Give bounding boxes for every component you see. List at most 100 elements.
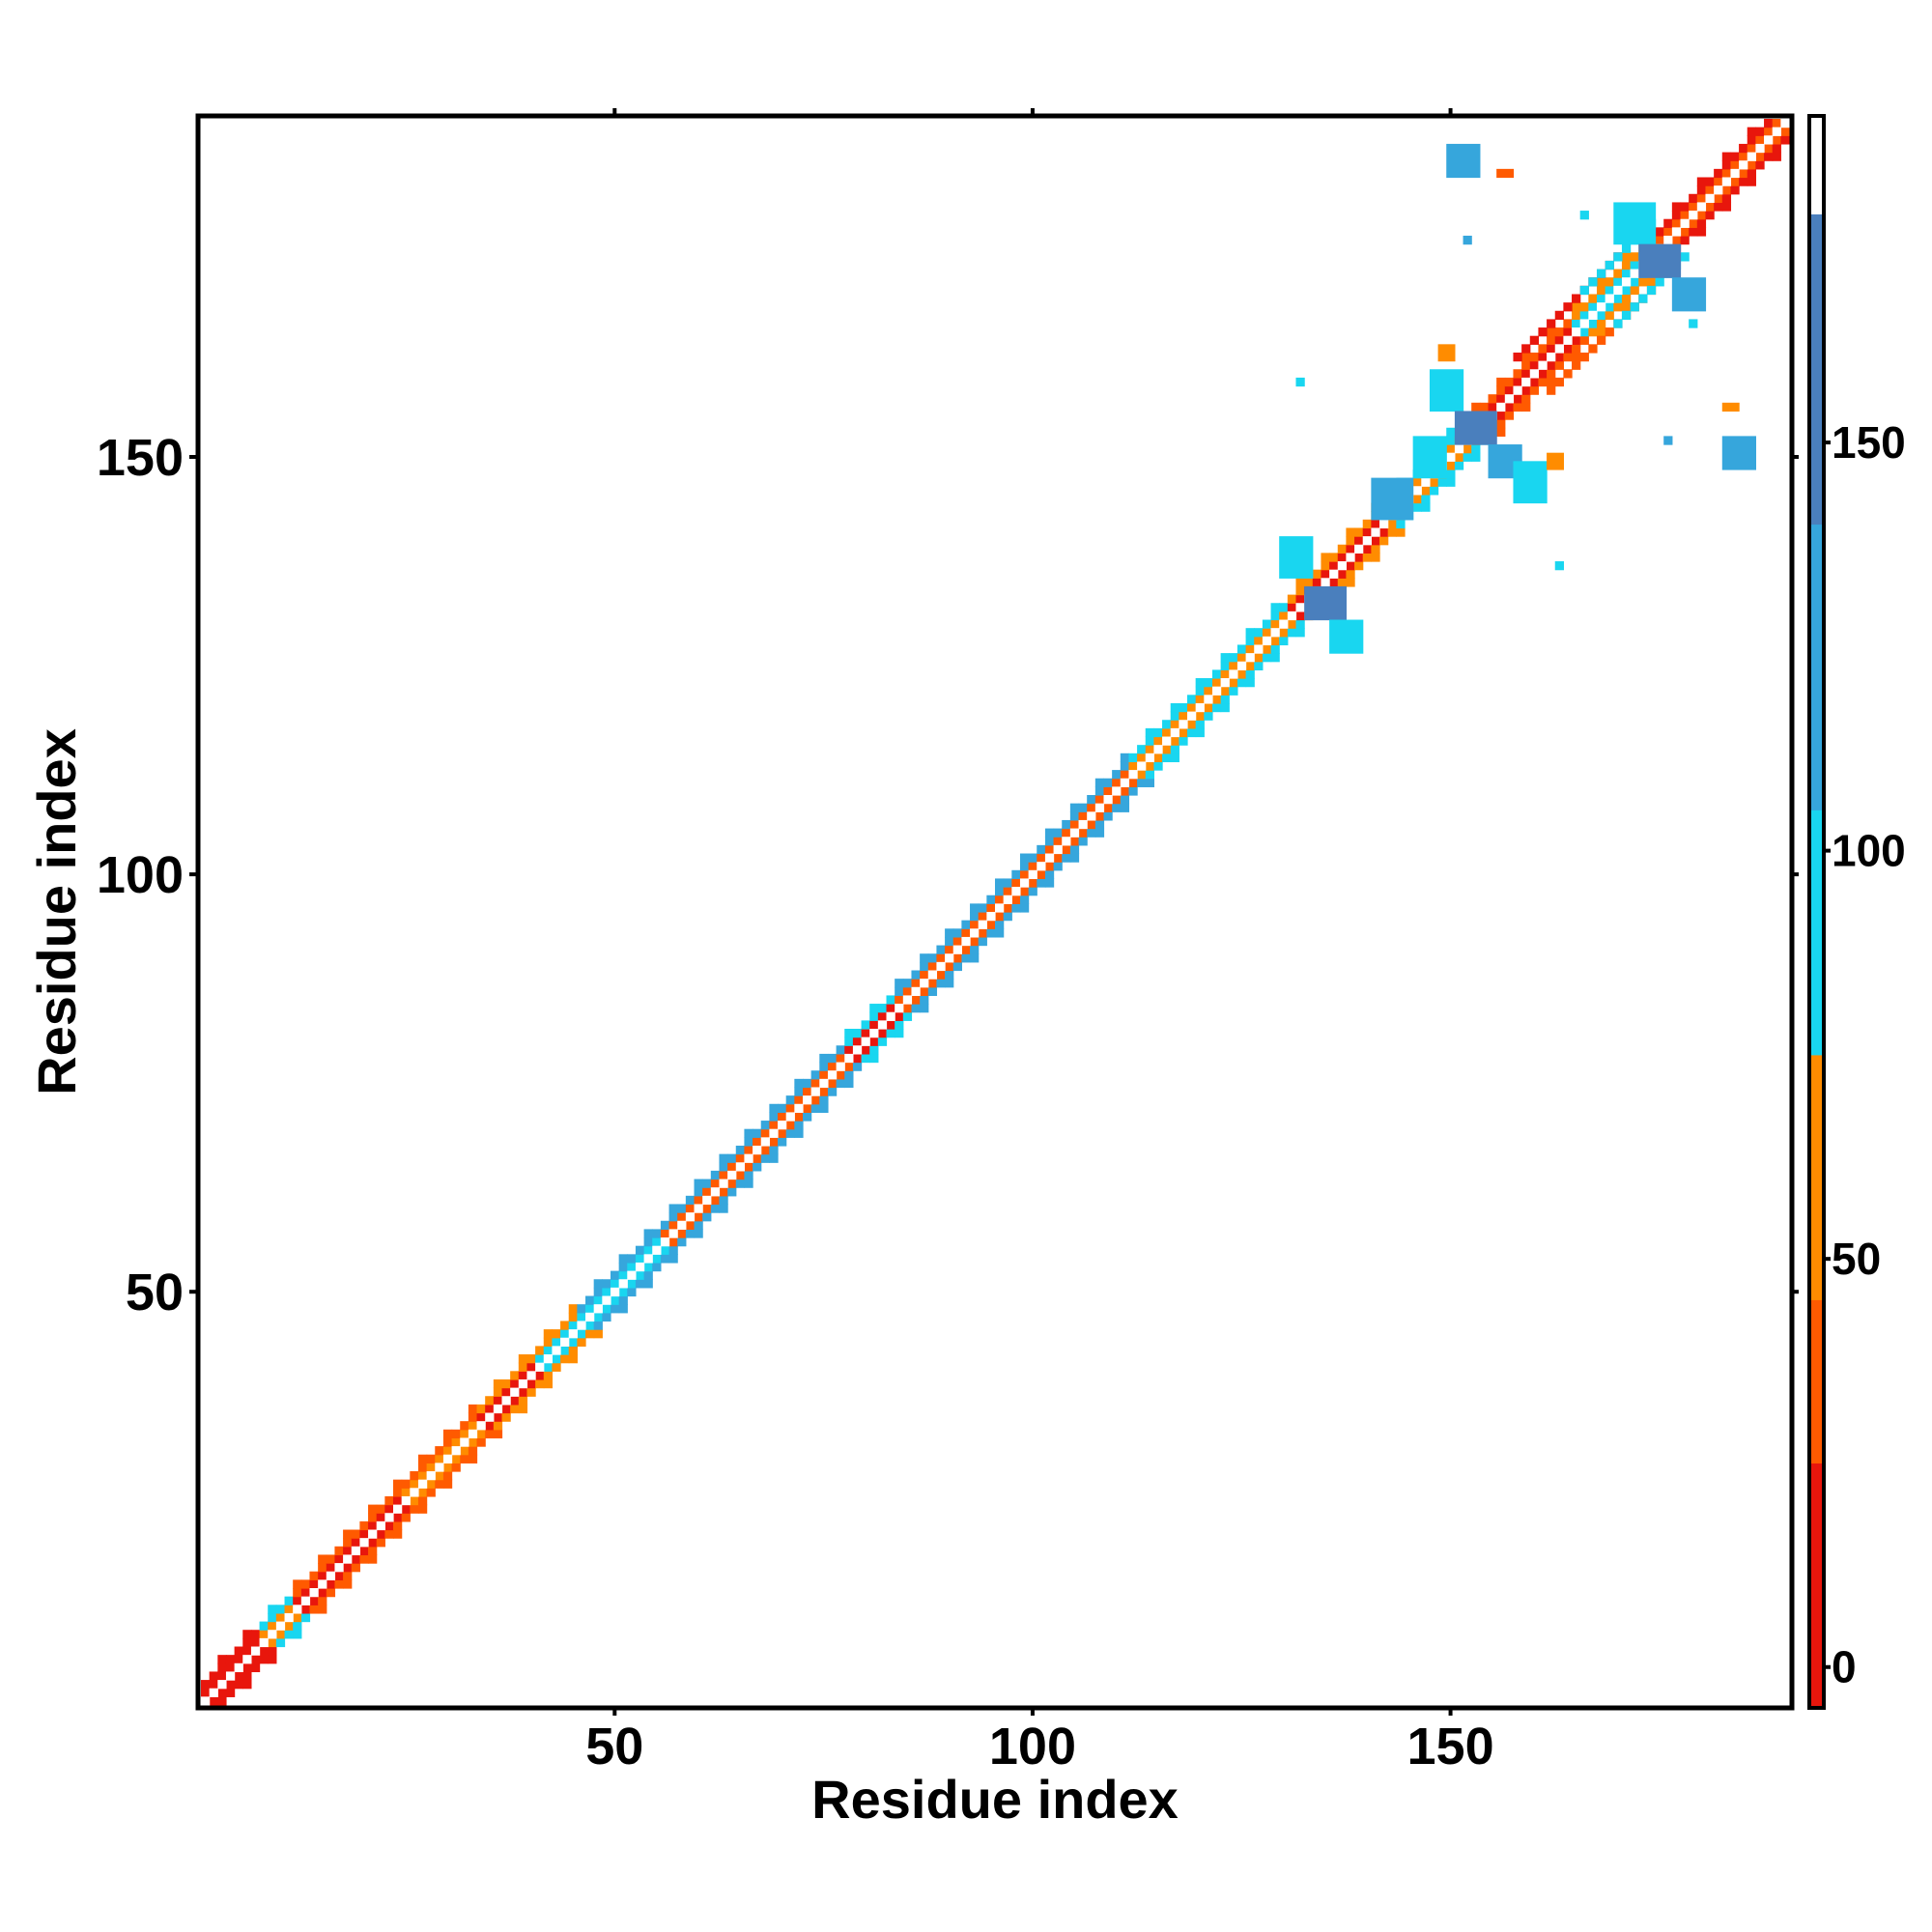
contact-cell <box>1179 727 1188 738</box>
contact-cell <box>1547 344 1556 354</box>
contact-cell <box>359 1520 369 1531</box>
contact-cell <box>284 1605 294 1614</box>
contact-cell <box>1295 628 1305 638</box>
contact-cell <box>476 1412 486 1422</box>
contact-cell <box>1671 218 1682 228</box>
contact-cell <box>1605 285 1614 296</box>
contact-cell <box>810 1070 820 1080</box>
contact-cell <box>1011 895 1021 904</box>
contact-cell <box>1195 695 1205 704</box>
contact-cell <box>1220 695 1230 704</box>
contact-cell <box>1572 352 1581 362</box>
contact-cell <box>1412 477 1422 487</box>
diagonal-cell <box>978 920 987 929</box>
diagonal-cell <box>1028 869 1037 880</box>
colorbar-frame <box>1807 114 1826 1710</box>
contact-cell <box>1179 711 1188 721</box>
contact-cell <box>952 936 962 947</box>
contact-cell <box>417 1504 428 1514</box>
contact-cell <box>468 1421 478 1431</box>
contact-cell <box>1003 903 1012 913</box>
contact-cell <box>1245 644 1255 654</box>
contact-cell <box>1705 185 1715 195</box>
contact-cell <box>410 1479 419 1489</box>
contact-cell <box>242 1637 252 1648</box>
contact-cell <box>560 1354 570 1364</box>
contact-cell <box>1279 603 1289 612</box>
contact-cell <box>877 1004 888 1013</box>
contact-cell <box>417 1463 428 1472</box>
contact-cell <box>1354 553 1364 562</box>
contact-cell <box>300 1605 311 1614</box>
contact-cell <box>435 1454 444 1463</box>
contact-cell <box>1236 644 1247 654</box>
diagonal-cell <box>961 936 971 947</box>
diagonal-cell <box>1755 143 1765 154</box>
diagonal-cell <box>201 1696 211 1706</box>
contact-cell <box>610 1295 620 1305</box>
contact-cell <box>518 1371 528 1380</box>
diagonal-cell <box>1087 811 1096 821</box>
contact-cell <box>1579 302 1589 312</box>
contact-cell <box>1496 411 1506 420</box>
contact-cell <box>1755 160 1765 170</box>
diagonal-cell <box>945 953 954 963</box>
diagonal-cell <box>877 1020 888 1030</box>
contact-cell <box>426 1479 436 1489</box>
contact-cell <box>978 912 987 922</box>
contact-cell <box>602 1304 611 1314</box>
contact-cell <box>627 1287 637 1297</box>
contact-cell <box>618 1262 628 1272</box>
diagonal-cell <box>744 1153 753 1163</box>
contact-cell <box>1596 310 1606 321</box>
contact-cell <box>869 1020 879 1030</box>
contact-cell <box>1220 669 1230 679</box>
diagonal-cell <box>778 1121 787 1130</box>
contact-cell <box>1245 661 1255 670</box>
strand-cell <box>1655 277 1664 287</box>
contact-cell <box>518 1396 528 1406</box>
contact-cell <box>1078 828 1088 838</box>
diagonal-cell <box>769 1128 779 1138</box>
contact-cell <box>902 986 913 997</box>
contact-cell <box>543 1337 554 1347</box>
contact-cell <box>995 920 1005 929</box>
contact-cell <box>1689 202 1698 212</box>
x-axis: 50 100 150 <box>585 108 1494 1776</box>
contact-cell <box>460 1446 469 1456</box>
contact-cell <box>318 1605 327 1614</box>
contact-cell <box>802 1112 812 1122</box>
contact-cell <box>794 1078 804 1089</box>
strand-cell <box>1621 243 1632 253</box>
contact-cell <box>1362 553 1372 562</box>
contact-cell <box>852 1053 863 1064</box>
contact-cell <box>1362 527 1372 537</box>
contact-cell <box>526 1354 536 1364</box>
contact-cell <box>1211 678 1222 688</box>
contact-cell <box>1613 294 1623 303</box>
diagonal-cell <box>643 1254 653 1264</box>
contact-cell <box>819 1087 829 1096</box>
diagonal-cell <box>401 1495 411 1506</box>
contact-cell <box>1730 160 1740 170</box>
contact-cell <box>719 1187 728 1197</box>
contact-cell <box>794 1087 804 1096</box>
contact-cell <box>1236 669 1247 679</box>
contact-cell <box>1379 536 1389 546</box>
contact-blob <box>1371 477 1414 521</box>
contact-cell <box>351 1563 360 1573</box>
diagonal-cell <box>1329 569 1339 579</box>
diagonal-cell <box>702 1195 712 1206</box>
contact-cell <box>945 928 954 938</box>
diagonal-cell <box>510 1387 520 1397</box>
diagonal-cell <box>1588 310 1598 321</box>
contact-cell <box>442 1429 453 1439</box>
contact-cell <box>627 1254 637 1264</box>
contact-cell <box>1705 177 1715 186</box>
contact-cell <box>568 1321 578 1330</box>
contact-cell <box>827 1062 838 1071</box>
contact-cell <box>727 1179 737 1188</box>
contact-cell <box>952 961 962 972</box>
contact-cell <box>242 1671 252 1681</box>
diagonal-cell <box>1220 678 1230 688</box>
